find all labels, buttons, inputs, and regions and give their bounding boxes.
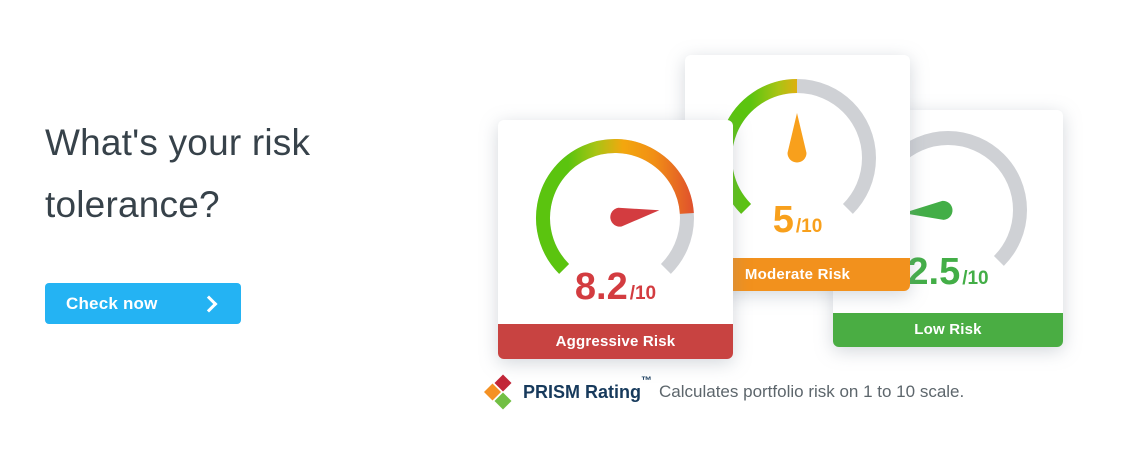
- prism-brand-name: PRISM Rating: [523, 381, 642, 402]
- prism-rating-caption: PRISM Rating ™ Calculates portfolio risk…: [484, 374, 964, 410]
- gauge-score: 2.5: [907, 251, 961, 293]
- gauge-needle: [787, 113, 807, 163]
- gauge-footer-label-aggressive: Aggressive Risk: [498, 324, 733, 359]
- check-now-label: Check now: [66, 293, 158, 313]
- page-title-line1: What's your risk: [45, 122, 311, 163]
- check-now-button[interactable]: Check now: [45, 283, 241, 324]
- gauge-value-arc: [718, 79, 798, 214]
- gauge-needle: [610, 207, 660, 227]
- gauge-score: 5: [772, 199, 794, 241]
- gauge-score-denominator: /10: [629, 283, 657, 304]
- trademark-symbol: ™: [641, 375, 653, 387]
- prism-logo-icon: [484, 374, 512, 410]
- gauge-value-arc: [536, 139, 694, 274]
- gauge-score-denominator: /10: [795, 216, 823, 237]
- prism-caption-text: Calculates portfolio risk on 1 to 10 sca…: [659, 382, 965, 401]
- page-title-line2: tolerance?: [45, 184, 220, 225]
- gauge-value-moderate: 5 /10: [685, 201, 910, 239]
- prism-logo-diamond-green: [494, 392, 512, 410]
- chevron-right-icon: [200, 295, 218, 312]
- gauge-score-denominator: /10: [962, 268, 989, 289]
- aggressive-risk-gauge-chart: [536, 139, 694, 274]
- gauge-card-aggressive: 8.2 /10 Aggressive Risk: [498, 120, 733, 359]
- prism-logo-diamond-orange: [484, 383, 501, 401]
- gauge-value-aggressive: 8.2 /10: [498, 268, 733, 306]
- gauge-value-low: 2.5 /10: [833, 253, 1063, 291]
- gauge-footer-label-low: Low Risk: [833, 313, 1063, 347]
- prism-logo-diamond-red: [494, 374, 512, 392]
- page-title: What's your risk tolerance?: [45, 112, 310, 236]
- gauge-needle: [903, 200, 953, 220]
- gauge-score: 8.2: [574, 266, 628, 308]
